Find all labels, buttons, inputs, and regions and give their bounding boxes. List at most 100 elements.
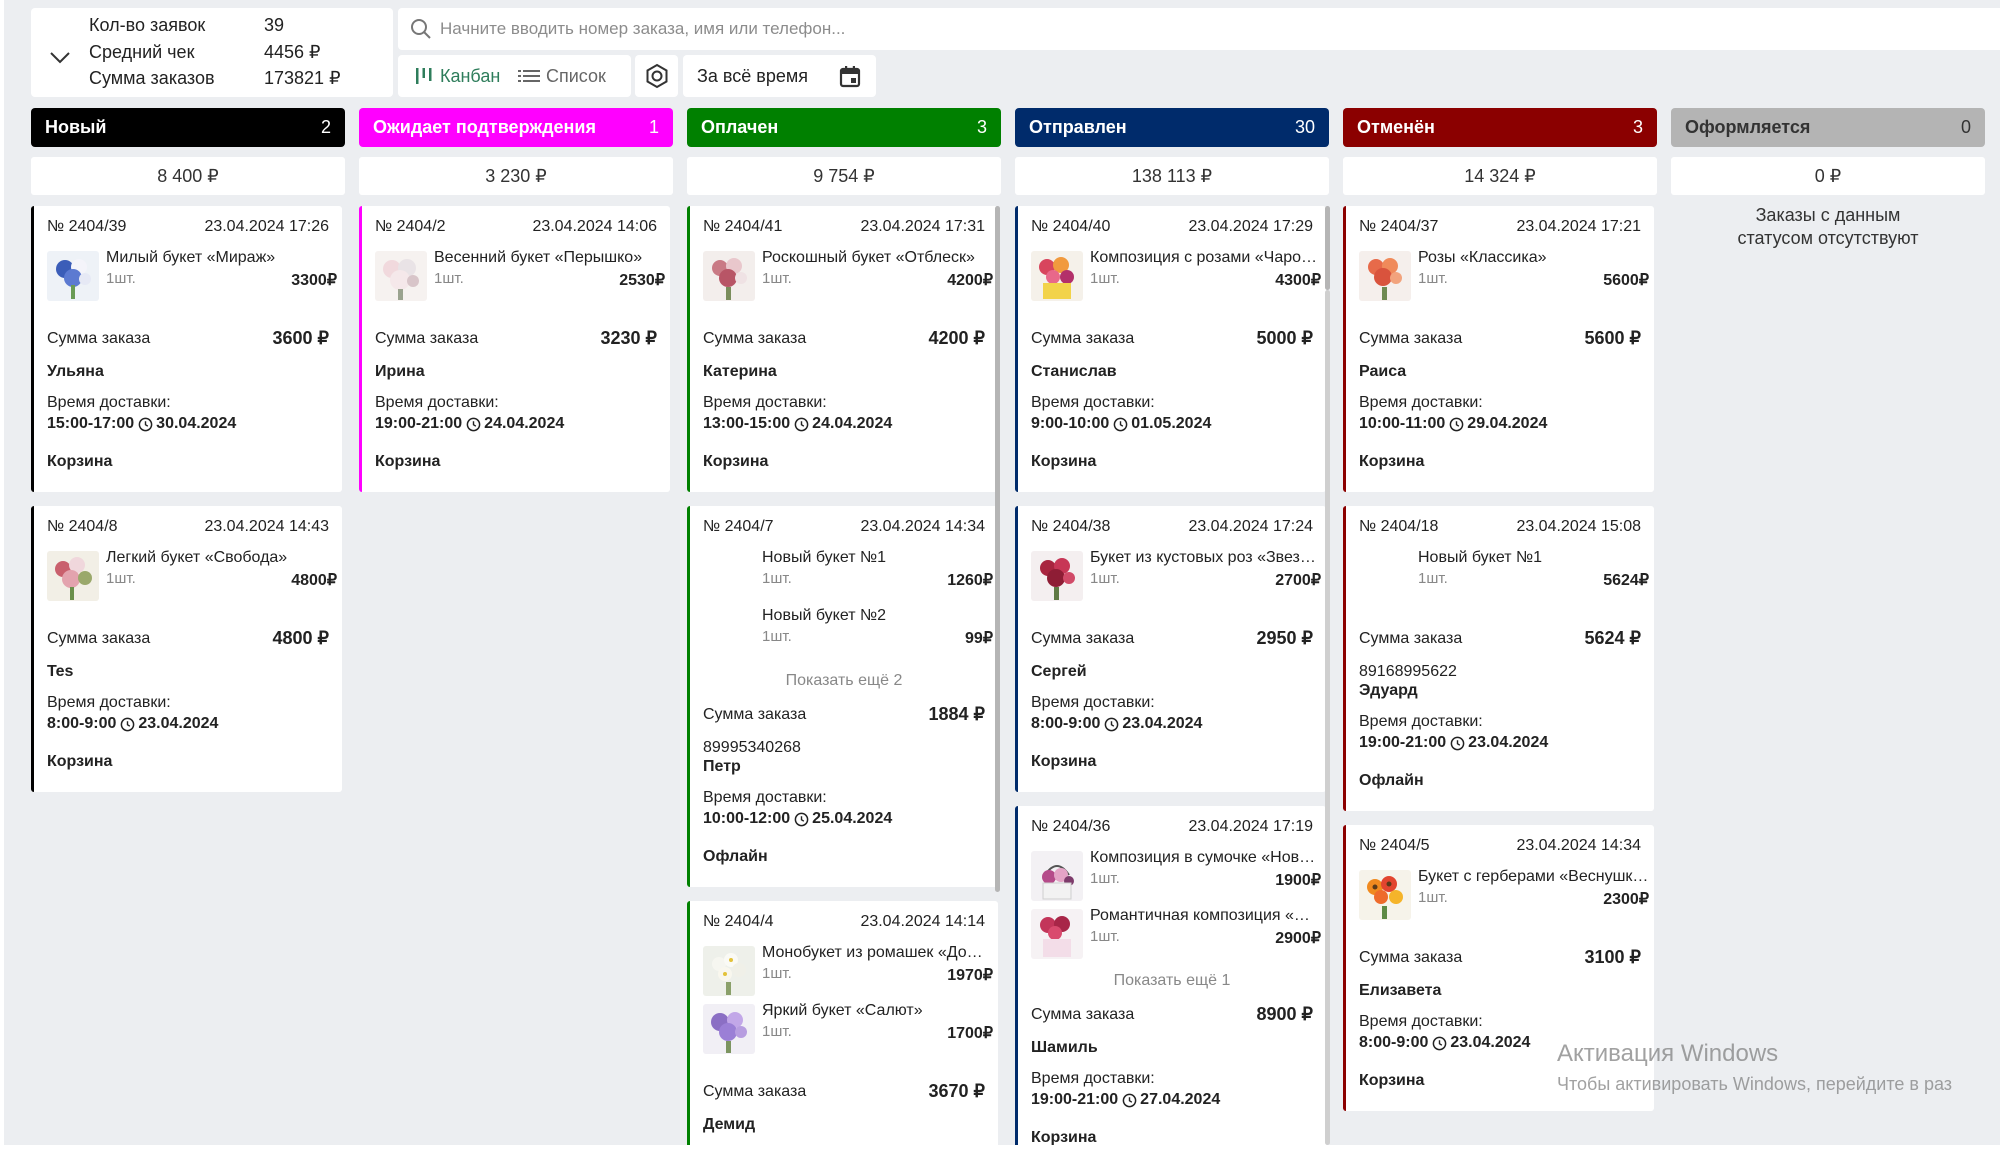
- item-name: Легкий букет «Свобода»: [106, 549, 288, 566]
- empty-note-line: Заказы с данным: [1755, 205, 1901, 225]
- avg-value: 4456 ₽: [264, 42, 321, 62]
- kanban-view-button[interactable]: Канбан: [398, 55, 508, 97]
- order-card[interactable]: № 2404/2 23.04.2024 14:06 Весенний букет…: [359, 206, 670, 492]
- column-header-cancelled: Отменён 3: [1343, 108, 1657, 147]
- item-qty: 1шт.: [762, 628, 792, 645]
- item-price: 1260₽: [947, 572, 993, 589]
- order-card[interactable]: № 2404/8 23.04.2024 14:43 Легкий букет «…: [31, 506, 342, 792]
- order-sum: 3100 ₽: [1584, 947, 1642, 967]
- order-sum: 8900 ₽: [1256, 1004, 1314, 1024]
- item-name: Букет с герберами «Веснушк…: [1418, 868, 1649, 885]
- delivery-label: Время доставки:: [1031, 1070, 1155, 1087]
- delivery-slot: 9:00-10:00: [1031, 415, 1110, 432]
- delivery-date: 23.04.2024: [138, 715, 219, 732]
- period-select[interactable]: За всё время: [683, 55, 876, 97]
- stats-panel: Кол-во заявок 39 Средний чек 4456 ₽ Сумма …: [31, 8, 393, 97]
- column-count: 3: [1632, 117, 1643, 137]
- item-qty: 1шт.: [762, 965, 792, 982]
- show-more-link[interactable]: Показать ещё 2: [785, 672, 903, 689]
- sum-label: Сумма заказа: [1359, 630, 1463, 647]
- sum-label: Сумма заказа: [703, 330, 807, 347]
- sum-label: Сумма заказа: [1031, 1006, 1135, 1023]
- order-card[interactable]: № 2404/4 23.04.2024 14:14 Монобукет из р…: [687, 901, 998, 1145]
- order-date: 23.04.2024 17:19: [1188, 818, 1313, 835]
- order-card[interactable]: № 2404/37 23.04.2024 17:21 Розы «Классик…: [1343, 206, 1654, 492]
- order-channel: Корзина: [47, 453, 113, 470]
- item-price: 5624₽: [1603, 572, 1649, 589]
- order-item: Букет из кустовых роз «Звез… 1шт. 2700₽: [1031, 549, 1321, 601]
- watermark-subtitle: Чтобы активировать Windows, перейдите в …: [1557, 1074, 1953, 1094]
- delivery-time: 8:00-9:00 23.04.2024: [1359, 1034, 1530, 1052]
- chevron-down-icon[interactable]: [47, 44, 73, 70]
- clock-icon: [1450, 736, 1465, 750]
- product-thumbnail: [1359, 251, 1411, 301]
- order-item: Композиция с розами «Чаро… 1шт. 4300₽: [1031, 249, 1321, 301]
- clock-icon: [794, 417, 809, 431]
- order-channel: Корзина: [1031, 1129, 1097, 1146]
- order-sum: 4200 ₽: [928, 328, 986, 348]
- order-number: № 2404/40: [1031, 218, 1111, 235]
- order-item: Монобукет из ромашек «До… 1шт. 1970₽: [703, 944, 993, 996]
- order-number: № 2404/5: [1359, 837, 1430, 854]
- order-channel: Офлайн: [703, 848, 768, 865]
- item-name: Букет из кустовых роз «Звез…: [1090, 549, 1316, 566]
- delivery-slot: 19:00-21:00: [1031, 1091, 1119, 1108]
- empty-column-note: Заказы с данным статусом отсутствуют: [1671, 204, 1985, 250]
- order-card[interactable]: № 2404/40 23.04.2024 17:29 Композиция с …: [1015, 206, 1326, 492]
- order-card[interactable]: № 2404/18 23.04.2024 15:08 Новый букет №…: [1343, 506, 1654, 811]
- delivery-date: 23.04.2024: [1468, 734, 1549, 751]
- search-input[interactable]: [440, 14, 1940, 44]
- column-count: 2: [320, 117, 331, 137]
- order-item: Новый букет №2 1шт. 99₽: [703, 607, 993, 659]
- order-card[interactable]: № 2404/36 23.04.2024 17:19 Композиция в …: [1015, 806, 1326, 1146]
- item-qty: 1шт.: [1090, 270, 1120, 287]
- order-card[interactable]: № 2404/41 23.04.2024 17:31 Роскошный бук…: [687, 206, 998, 492]
- order-card[interactable]: № 2404/7 23.04.2024 14:34 Новый букет №1…: [687, 506, 998, 887]
- column-scrollbar[interactable]: [995, 206, 1000, 892]
- column-title: Отправлен: [1029, 117, 1127, 137]
- item-name: Яркий букет «Салют»: [762, 1002, 923, 1019]
- item-qty: 1шт.: [1418, 889, 1448, 906]
- delivery-label: Время доставки:: [703, 394, 827, 411]
- order-card[interactable]: № 2404/39 23.04.2024 17:26 Милый букет «…: [31, 206, 342, 492]
- item-name: Романтичная композиция «…: [1090, 907, 1310, 924]
- customer-name: Эдуард: [1359, 682, 1418, 699]
- column-title: Ожидает подтверждения: [373, 117, 596, 137]
- order-card[interactable]: № 2404/38 23.04.2024 17:24 Букет из куст…: [1015, 506, 1326, 792]
- customer-name: Tes: [47, 663, 74, 680]
- delivery-date: 01.05.2024: [1131, 415, 1212, 432]
- product-thumbnail: [47, 251, 99, 301]
- item-name: Монобукет из ромашек «До…: [762, 944, 983, 961]
- order-number: № 2404/39: [47, 218, 127, 235]
- customer-name: Шамиль: [1031, 1039, 1098, 1056]
- list-view-button[interactable]: Список: [508, 55, 606, 97]
- sum-label: Сумма заказа: [47, 330, 151, 347]
- product-thumbnail: [1031, 851, 1083, 901]
- sum-label: Сумма заказа: [703, 706, 807, 723]
- order-item: Весенний букет «Перышко» 1шт. 2530₽: [375, 249, 665, 301]
- delivery-date: 24.04.2024: [812, 415, 893, 432]
- product-thumbnail: [1031, 551, 1083, 601]
- column-title: Оплачен: [701, 117, 779, 137]
- order-item: Букет с герберами «Веснушк… 1шт. 2300₽: [1359, 868, 1649, 920]
- item-qty: 1шт.: [1090, 870, 1120, 887]
- search-bar: [398, 8, 2000, 50]
- count-label: Кол-во заявок: [89, 15, 206, 35]
- order-number: № 2404/2: [375, 218, 446, 235]
- item-price: 3300₽: [291, 272, 337, 289]
- product-thumbnail: [47, 551, 99, 601]
- show-more-link[interactable]: Показать ещё 1: [1113, 972, 1231, 989]
- delivery-time: 19:00-21:00 27.04.2024: [1031, 1091, 1220, 1109]
- order-date: 23.04.2024 14:06: [532, 218, 657, 235]
- settings-button[interactable]: [635, 55, 678, 97]
- product-thumbnail: [1031, 251, 1083, 301]
- order-item: Роскошный букет «Отблеск» 1шт. 4200₽: [703, 249, 993, 301]
- left-edge: [0, 0, 4, 1145]
- column-scrollbar[interactable]: [1325, 206, 1330, 290]
- order-number: № 2404/4: [703, 913, 774, 930]
- windows-activation-watermark: Активация Windows Чтобы активировать Win…: [1557, 1040, 1952, 1095]
- delivery-date: 30.04.2024: [156, 415, 237, 432]
- view-toggle: Канбан Список: [398, 55, 631, 97]
- item-name: Розы «Классика»: [1418, 249, 1547, 266]
- order-card[interactable]: № 2404/5 23.04.2024 14:34 Букет с гербер…: [1343, 825, 1654, 1111]
